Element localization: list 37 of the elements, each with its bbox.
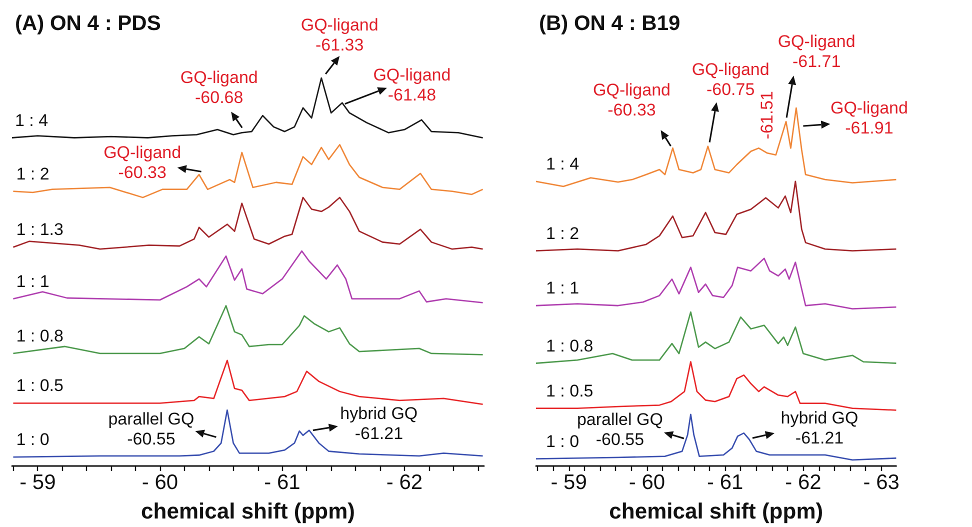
x-tick-label: - 59 [550,471,587,494]
annotation: GQ-ligand -61.91 [830,98,908,138]
annotation: GQ-ligand -61.71 [778,32,856,72]
x-tick-label: - 61 [707,471,744,494]
x-tick-label: - 59 [20,471,56,494]
series-label: 1 : 4 [15,110,48,130]
series-label: 1 : 4 [546,154,580,174]
annotation: -61.51 [757,91,776,140]
annotation: GQ-ligand -61.48 [373,65,451,104]
series-label: 1 : 0.5 [16,376,64,396]
series-label: 1 : 1 [546,278,580,298]
x-tick-label: - 62 [386,471,423,494]
annotation: GQ-ligand -60.33 [104,143,182,182]
series-label: 1 : 0.8 [546,336,594,356]
annotation: parallel GQ -60.55 [108,410,194,449]
x-tick-label: - 60 [142,471,178,494]
series-label: 1 : 2 [16,164,50,184]
x-tick-label: - 61 [264,471,300,494]
series-label: 1 : 0.5 [546,381,594,400]
x-tick-label: - 62 [785,471,822,494]
series-label: 1 : 0 [16,430,50,450]
x-tick-label: - 63 [863,471,900,494]
series-label: 1 : 1.3 [16,220,64,240]
x-axis-title: chemical shift (ppm) [609,498,824,524]
annotation: GQ-ligand -60.68 [180,68,258,108]
annotation: hybrid GQ -61.21 [780,408,858,448]
series-label: 1 : 0.8 [16,326,64,346]
chart-title: (B) ON 4 : B19 [539,12,680,35]
series-label: 1 : 1 [16,272,50,291]
annotation: GQ-ligand -60.33 [593,80,670,120]
x-axis-title: chemical shift (ppm) [141,498,355,524]
series-label: 1 : 0 [546,432,580,451]
chart-title: (A) ON 4 : PDS [15,12,161,35]
annotation: GQ-ligand -61.33 [300,16,378,54]
x-tick-label: - 60 [628,471,666,494]
series-label: 1 : 2 [546,224,580,243]
annotation: hybrid GQ -61.21 [340,404,418,443]
